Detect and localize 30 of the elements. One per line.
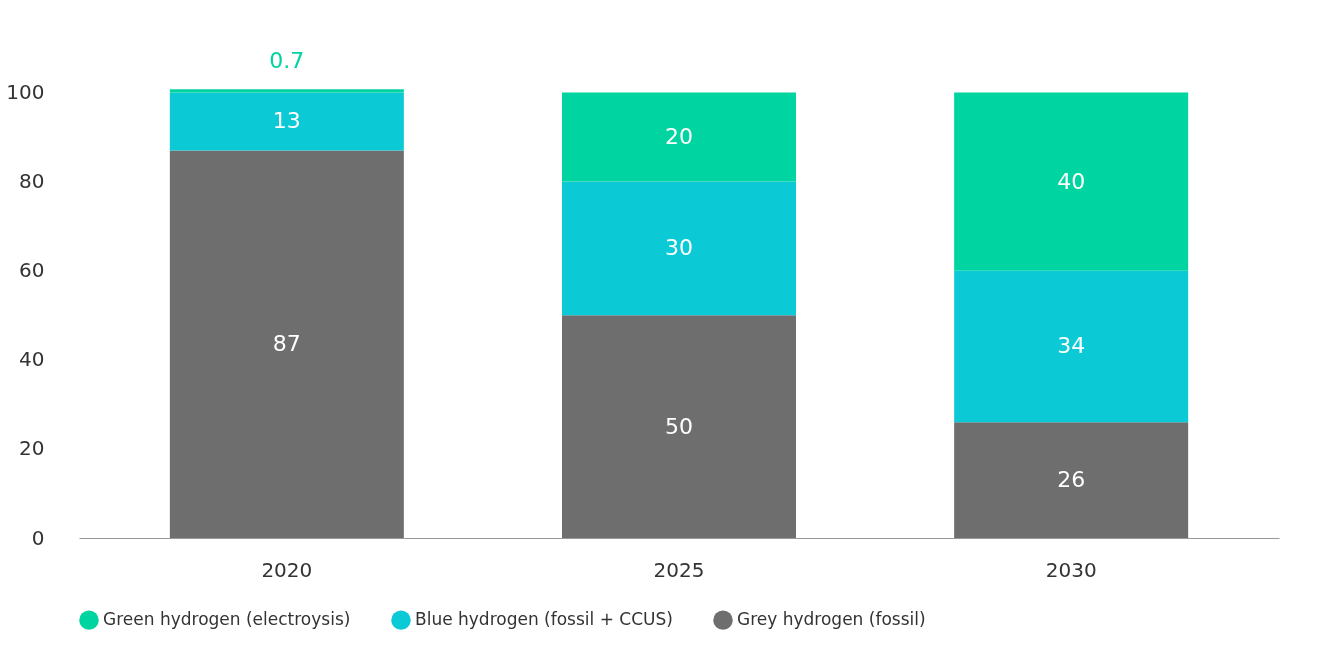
bar <box>562 181 796 316</box>
y-tick-label: 60 <box>19 258 45 283</box>
data-label: 34 <box>1057 333 1086 359</box>
y-tick-label: 0 <box>31 525 45 550</box>
x-tick-label: 2030 <box>1045 557 1097 582</box>
bar <box>169 92 404 151</box>
bar <box>954 422 1189 538</box>
x-tick-label: 2020 <box>261 557 313 582</box>
data-label: 87 <box>272 331 301 357</box>
bar <box>169 89 404 93</box>
data-label: 0.7 <box>269 48 305 74</box>
bar <box>562 315 796 538</box>
y-tick-label: 20 <box>19 436 45 461</box>
y-tick-label: 80 <box>19 169 45 194</box>
legend-label: Blue hydrogen (fossil + CCUS) <box>415 609 673 630</box>
bar <box>169 150 404 538</box>
y-tick-label: 100 <box>6 79 45 104</box>
bar <box>954 270 1189 423</box>
data-label: 50 <box>665 413 693 439</box>
bar <box>562 92 796 182</box>
data-label: 20 <box>665 124 693 150</box>
data-label: 13 <box>272 108 301 134</box>
data-label: 26 <box>1057 467 1086 493</box>
legend-label: Grey hydrogen (fossil) <box>737 609 926 630</box>
y-tick-label: 40 <box>19 347 45 372</box>
data-label: 30 <box>665 235 693 261</box>
data-label: 40 <box>1057 168 1086 194</box>
x-tick-label: 2025 <box>653 557 705 582</box>
bar <box>954 92 1189 271</box>
legend-label: Green hydrogen (electroysis) <box>103 609 351 630</box>
